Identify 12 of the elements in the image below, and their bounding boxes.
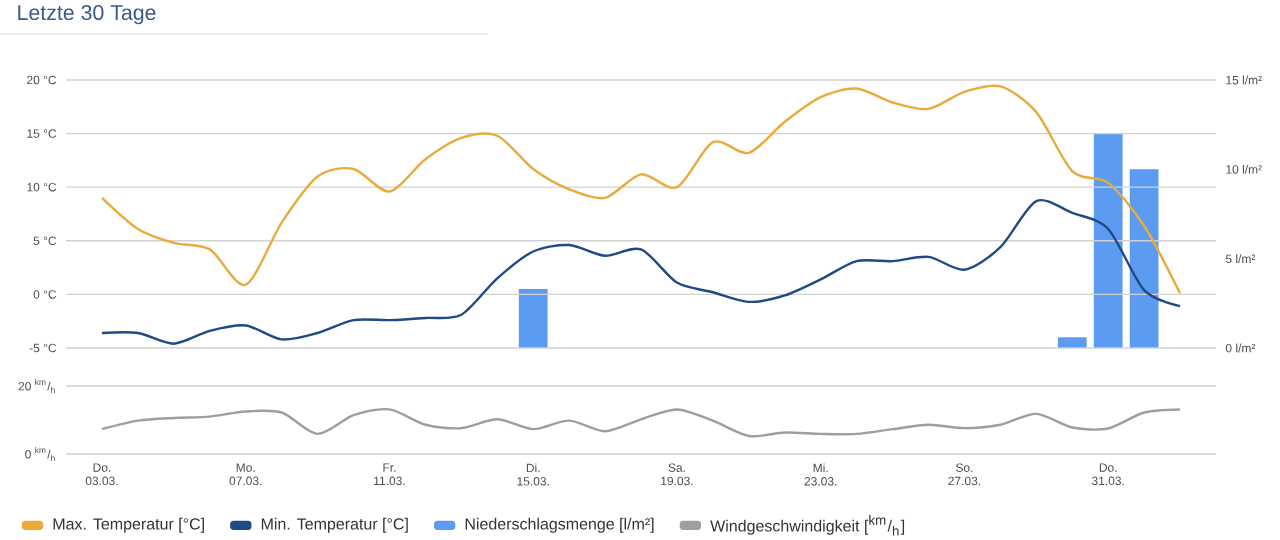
bar (1057, 337, 1087, 348)
legend-label: Windgeschwindigkeit [$^{km}$/$_{h}$] (710, 515, 905, 536)
line-series (100, 408, 1182, 438)
legend-label: Min. Temperatur [°C] (261, 517, 408, 533)
bar (1129, 169, 1159, 348)
line-series (100, 84, 1182, 295)
bar (518, 289, 548, 348)
bar (1093, 133, 1123, 348)
chart-title: Letzte 30 Tage (18, 5, 156, 25)
legend-label: Max. Temperatur [°C] (53, 517, 204, 533)
legend-label: Niederschlagsmenge [l/m²] (465, 517, 654, 533)
line-series (100, 199, 1182, 345)
